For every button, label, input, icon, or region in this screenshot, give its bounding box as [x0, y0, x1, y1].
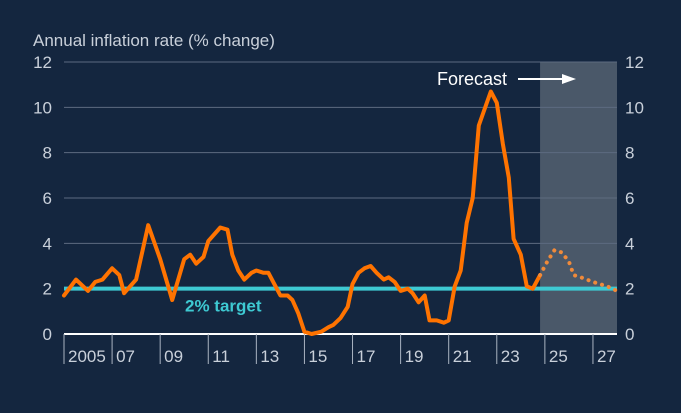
inflation-line — [62, 89, 543, 336]
x-tick-label: 13 — [260, 347, 279, 366]
x-tick-label: 09 — [164, 347, 183, 366]
y-tick-label-right: 12 — [625, 53, 644, 72]
y-tick-label-right: 4 — [625, 234, 634, 253]
y-tick-label-left: 12 — [33, 53, 52, 72]
y-tick-label-left: 10 — [33, 98, 52, 117]
y-tick-label-left: 6 — [43, 189, 52, 208]
x-axis: 2005 07 09 11 13 15 17 19 21 23 25 27 — [63, 333, 617, 366]
chart-title: Annual inflation rate (% change) — [33, 31, 275, 50]
forecast-line — [538, 248, 619, 293]
x-tick-label: 07 — [116, 347, 135, 366]
forecast-arrow-icon — [518, 74, 576, 84]
y-tick-label-left: 2 — [43, 280, 52, 299]
target-label: 2% target — [185, 297, 262, 316]
x-tick-label: 27 — [597, 347, 616, 366]
y-tick-label-left: 8 — [43, 144, 52, 163]
y-tick-label-left: 4 — [43, 234, 52, 253]
x-tick-label: 21 — [453, 347, 472, 366]
y-axis-right: 0 2 4 6 8 10 12 — [625, 53, 644, 344]
forecast-label: Forecast — [437, 69, 507, 89]
x-tick-label: 2005 — [68, 347, 106, 366]
y-axis-left: 0 2 4 6 8 10 12 — [33, 53, 52, 344]
x-tick-label: 23 — [501, 347, 520, 366]
x-tick-label: 19 — [405, 347, 424, 366]
y-tick-label-right: 6 — [625, 189, 634, 208]
y-tick-label-right: 8 — [625, 144, 634, 163]
x-tick-label: 11 — [212, 347, 230, 366]
y-tick-label-right: 0 — [625, 325, 634, 344]
x-tick-label: 15 — [308, 347, 327, 366]
x-tick-label: 17 — [357, 347, 376, 366]
series-lines — [62, 89, 619, 336]
y-tick-label-left: 0 — [43, 325, 52, 344]
x-tick-label: 25 — [549, 347, 568, 366]
y-tick-label-right: 2 — [625, 280, 634, 299]
y-tick-label-right: 10 — [625, 98, 644, 117]
